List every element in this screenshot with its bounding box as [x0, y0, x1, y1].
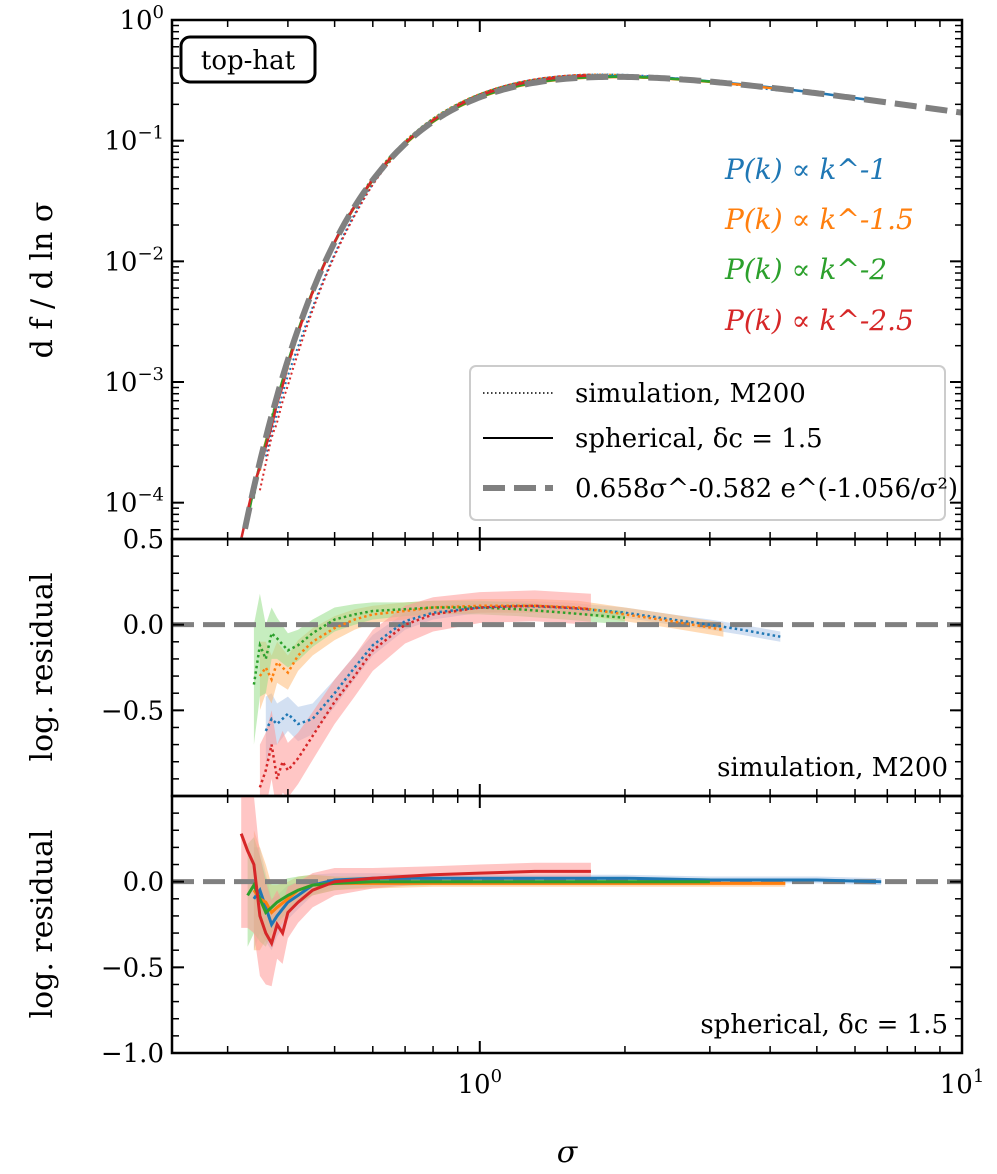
- residual-k^-1.5: [258, 604, 724, 683]
- legend-frame: [469, 365, 946, 521]
- x-tick-label: 100: [458, 1066, 503, 1100]
- bottom-annotation: spherical, δc = 1.5: [700, 1010, 948, 1040]
- panel-bottom: 0.0 −0.5 −1.0: [101, 794, 964, 1069]
- top-series-k^-1-simulation: [264, 73, 781, 457]
- panel-top: 100 10−1 10−2 10−3 10−4: [104, 2, 964, 541]
- panel-bot-content: [172, 796, 962, 987]
- y-tick-label: 10−2: [104, 243, 164, 277]
- y-tick-label: −1.0: [101, 1039, 164, 1069]
- bottom-ylabel: log. residual: [25, 829, 60, 1018]
- legend-label-spherical: spherical, δc = 1.5: [575, 424, 823, 454]
- panel-frame: [170, 794, 964, 1055]
- x-axis-label: σ: [557, 1135, 579, 1170]
- top-ylabel: d f / d ln σ: [25, 202, 60, 359]
- y-tick-label: 0.0: [123, 868, 164, 898]
- residual-k^-2.5: [239, 833, 591, 948]
- box-label-text: top-hat: [201, 46, 296, 76]
- y-tick-label: 100: [119, 2, 164, 36]
- legend-label-fit: 0.658σ^-0.582 e^(-1.056/σ²): [575, 474, 958, 504]
- y-tick-label: 0.0: [123, 611, 164, 641]
- y-tick-label: −0.5: [101, 696, 164, 726]
- top-curves: [239, 73, 962, 539]
- y-tick-label: 10−4: [104, 485, 164, 519]
- legend-label-simulation: simulation, M200: [575, 379, 806, 409]
- middle-annotation: simulation, M200: [717, 753, 948, 783]
- legend: simulation, M200 spherical, δc = 1.5 0.6…: [469, 365, 958, 521]
- panel-mid-content: [172, 590, 962, 796]
- panel-middle: 0.5 0.0 −0.5: [101, 525, 964, 798]
- series-label-k-1.5: P(k) ∝ k^-1.5: [724, 203, 914, 236]
- y-tick-label: 0.5: [123, 525, 164, 555]
- series-label-k-2: P(k) ∝ k^-2: [724, 253, 887, 286]
- residual-k^-2: [246, 880, 710, 915]
- middle-ylabel: log. residual: [25, 572, 60, 761]
- series-label-k-1: P(k) ∝ k^-1: [724, 153, 887, 186]
- y-tick-label: −0.5: [101, 953, 164, 983]
- box-label-frame: [179, 35, 317, 84]
- y-tick-label: 10−3: [104, 364, 164, 398]
- y-tick-label: 10−1: [104, 123, 164, 157]
- fit-curve: [239, 73, 962, 539]
- residual-k^-2.5: [258, 604, 591, 788]
- residual-k^-1: [264, 604, 781, 732]
- box-label: top-hat: [179, 35, 317, 84]
- series-label-k-2.5: P(k) ∝ k^-2.5: [724, 304, 914, 337]
- x-tick-label: 101: [940, 1066, 985, 1100]
